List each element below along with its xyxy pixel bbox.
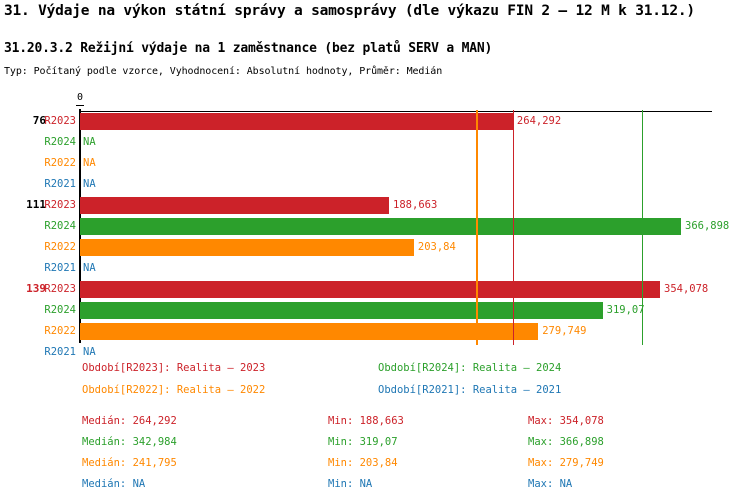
series-label-r2022: R2022 [44,157,76,169]
median-r2022-line [476,110,478,345]
stat-median: Medián: NA [82,478,146,490]
group-label: 111 [26,198,46,211]
bar[interactable] [80,218,681,235]
series-label-r2023: R2023 [44,199,76,211]
stat-max: Max: 279,749 [528,457,604,469]
series-label-r2024: R2024 [44,136,76,148]
series-label-r2023: R2023 [44,115,76,127]
chart-subtitle: 31.20.3.2 Režijní výdaje na 1 zaměstnanc… [4,41,493,56]
series-label-r2021: R2021 [44,178,76,190]
stat-max: Max: 366,898 [528,436,604,448]
stat-min: Min: 319,07 [328,436,398,448]
bar[interactable] [80,197,390,214]
bar-value-label: 366,898 [685,220,730,232]
bar[interactable] [80,323,539,340]
legend-item[interactable]: Období[R2021]: Realita – 2021 [378,384,562,396]
stat-median: Medián: 342,984 [82,436,177,448]
axis-zero-label: 0 [77,92,84,103]
bar[interactable] [80,302,603,319]
median-r2023-line [512,110,515,345]
legend-item[interactable]: Období[R2024]: Realita – 2024 [378,362,562,374]
bar-value-na: NA [83,157,96,169]
bar-value-label: 188,663 [393,199,438,211]
series-label-r2023: R2023 [44,283,76,295]
median-r2024-line [641,110,644,345]
axis-horizontal-line [80,111,712,112]
series-label-r2022: R2022 [44,241,76,253]
bar-value-label: 319,07 [606,304,645,316]
bar-value-label: 203,84 [417,241,456,253]
stat-median: Medián: 241,795 [82,457,177,469]
group-label: 76 [32,114,46,127]
stat-max: Max: NA [528,478,573,490]
bar[interactable] [80,113,513,130]
stat-max: Max: 354,078 [528,415,604,427]
bar-value-label: 264,292 [516,115,562,127]
bar-value-label: 354,078 [664,283,709,295]
bar-value-na: NA [83,346,96,358]
bar[interactable] [80,239,414,256]
series-label-r2024: R2024 [44,304,76,316]
stat-min: Min: 188,663 [328,415,404,427]
chart-meta-line: Typ: Počítaný podle vzorce, Vyhodnocení:… [4,66,443,77]
legend-item[interactable]: Období[R2022]: Realita – 2022 [82,384,266,396]
page-title: 31. Výdaje na výkon státní správy a samo… [4,3,695,19]
axis-zero-tick [76,105,84,106]
bar-value-na: NA [83,136,96,148]
group-label: 139 [26,282,46,295]
series-label-r2024: R2024 [44,220,76,232]
series-label-r2021: R2021 [44,346,76,358]
series-label-r2021: R2021 [44,262,76,274]
legend-item[interactable]: Období[R2023]: Realita – 2023 [82,362,266,374]
bar[interactable] [80,281,660,298]
bar-value-na: NA [83,178,96,190]
bar-value-na: NA [83,262,96,274]
stat-min: Min: 203,84 [328,457,398,469]
bar-value-label: 279,749 [542,325,587,337]
stat-median: Medián: 264,292 [82,415,177,427]
series-label-r2022: R2022 [44,325,76,337]
stat-min: Min: NA [328,478,373,490]
